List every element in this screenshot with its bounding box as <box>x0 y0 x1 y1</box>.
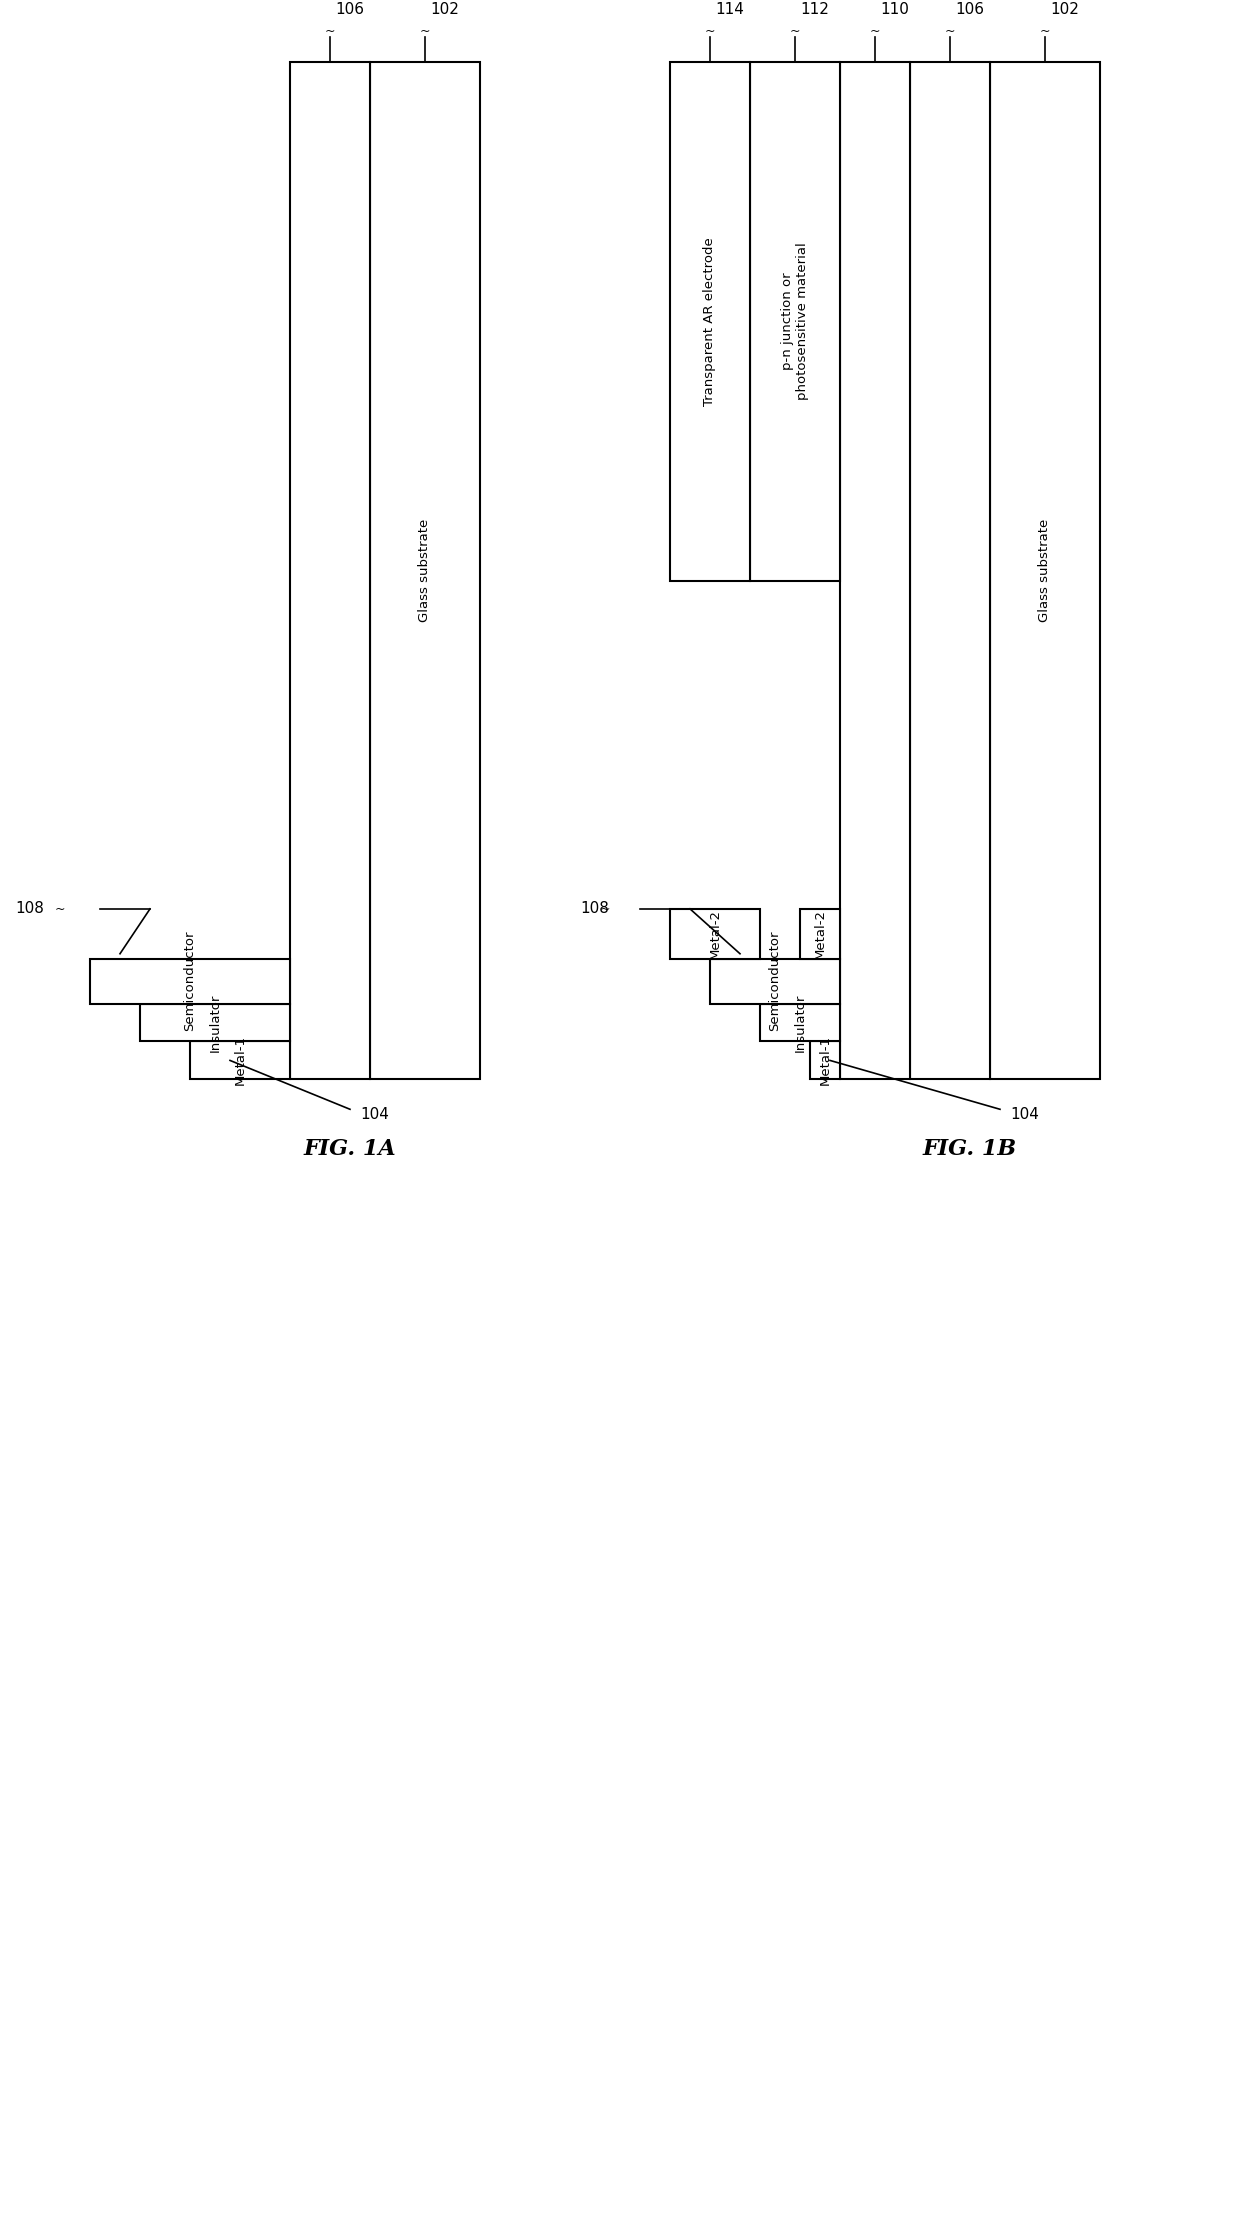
Text: Metal-1: Metal-1 <box>818 1035 832 1086</box>
Text: Semiconductor: Semiconductor <box>769 930 781 1031</box>
Text: ~: ~ <box>325 24 335 38</box>
Text: 114: 114 <box>715 2 744 18</box>
Text: Glass substrate: Glass substrate <box>419 519 432 623</box>
Text: 110: 110 <box>880 2 909 18</box>
Bar <box>910 62 990 1080</box>
Text: Metal-2: Metal-2 <box>708 908 722 959</box>
Text: ~: ~ <box>420 24 430 38</box>
Text: Insulator: Insulator <box>794 993 806 1051</box>
Bar <box>370 62 480 1080</box>
Text: 104: 104 <box>360 1106 389 1122</box>
Text: Semiconductor: Semiconductor <box>184 930 196 1031</box>
Bar <box>990 62 1100 1080</box>
Text: Glass substrate: Glass substrate <box>1039 519 1052 623</box>
Bar <box>810 1042 839 1080</box>
Text: 102: 102 <box>1050 2 1079 18</box>
Text: Metal-1: Metal-1 <box>233 1035 247 1086</box>
Bar <box>140 1004 290 1042</box>
Bar <box>670 62 750 581</box>
Text: ~: ~ <box>704 24 715 38</box>
Bar <box>760 1004 839 1042</box>
Text: Transparent AR electrode: Transparent AR electrode <box>703 238 717 405</box>
Bar <box>800 908 839 959</box>
Bar <box>839 62 910 1080</box>
Bar <box>290 62 370 1080</box>
Bar <box>711 959 839 1004</box>
Text: Metal-2: Metal-2 <box>813 908 827 959</box>
Text: ~: ~ <box>869 24 880 38</box>
Text: 108: 108 <box>15 902 43 917</box>
Text: FIG. 1B: FIG. 1B <box>923 1137 1017 1160</box>
Text: 108: 108 <box>580 902 609 917</box>
Text: FIG. 1A: FIG. 1A <box>304 1137 397 1160</box>
Bar <box>91 959 290 1004</box>
Text: ~: ~ <box>790 24 800 38</box>
Text: p-n junction or
photosensitive material: p-n junction or photosensitive material <box>781 243 808 401</box>
Text: ~: ~ <box>1040 24 1050 38</box>
Text: 102: 102 <box>430 2 459 18</box>
Text: Insulator: Insulator <box>208 993 222 1051</box>
Text: 104: 104 <box>1011 1106 1039 1122</box>
Bar <box>190 1042 290 1080</box>
Text: ~: ~ <box>600 902 610 915</box>
Text: 106: 106 <box>335 2 365 18</box>
Text: 112: 112 <box>800 2 828 18</box>
Text: 106: 106 <box>955 2 985 18</box>
Bar <box>670 908 760 959</box>
Bar <box>750 62 839 581</box>
Text: ~: ~ <box>55 902 66 915</box>
Text: ~: ~ <box>945 24 955 38</box>
